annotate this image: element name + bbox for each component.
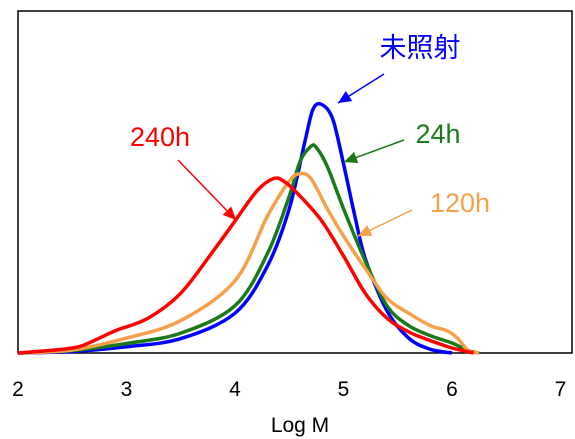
- series-layer: [17, 101, 480, 355]
- x-tick-label-1: 3: [121, 378, 133, 401]
- annotation-arrowhead-1: [344, 151, 359, 164]
- annotation-label-3: 240h: [130, 122, 190, 152]
- series-line-3: [17, 176, 475, 355]
- annotation-label-1: 24h: [415, 119, 460, 149]
- annotation-arrow-3: [177, 159, 237, 221]
- tick-labels: 2 3 4 5 6 7: [12, 378, 566, 401]
- annotations: 未照射 24h 120h 240h: [130, 33, 490, 237]
- x-axis-title: Log M: [271, 414, 329, 437]
- annotation-arrowhead-2: [358, 224, 373, 236]
- x-tick-label-3: 5: [338, 378, 350, 401]
- series-line-2: [17, 171, 480, 355]
- x-tick-label-2: 4: [229, 378, 241, 401]
- series-line-0: [17, 101, 453, 355]
- x-tick-label-5: 7: [555, 378, 567, 401]
- annotation-arrowhead-3: [222, 206, 236, 220]
- annotation-label-2: 120h: [430, 188, 490, 218]
- annotation-arrowhead-0: [338, 90, 353, 103]
- x-tick-label-0: 2: [12, 378, 24, 401]
- series-line-1: [17, 143, 480, 355]
- annotation-label-0: 未照射: [380, 33, 461, 63]
- x-tick-label-4: 6: [446, 378, 458, 401]
